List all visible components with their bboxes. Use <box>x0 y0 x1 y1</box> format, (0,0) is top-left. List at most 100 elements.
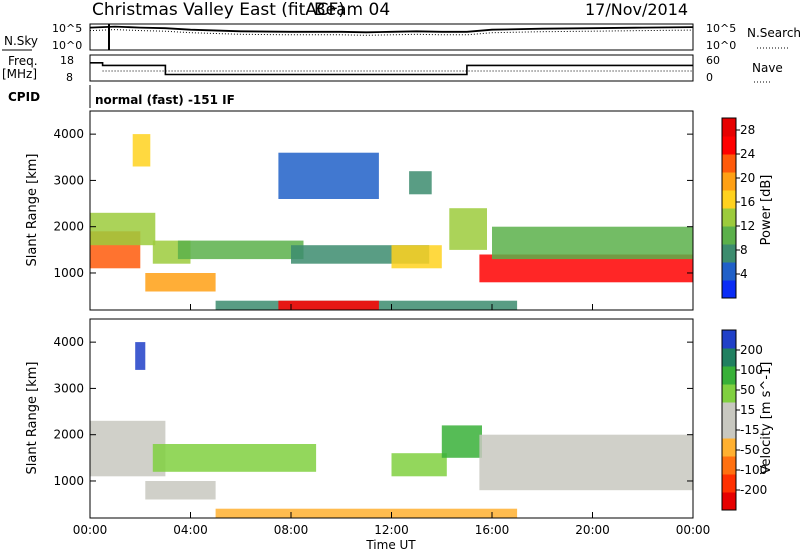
heatmap-cell-1 <box>90 212 156 246</box>
cpid-text: normal (fast) -151 IF <box>95 93 235 107</box>
heatmap-cell-5 <box>441 425 482 458</box>
velocity-y-axis-label: Slant Range [km] <box>25 362 40 475</box>
nave-tick-high: 60 <box>706 54 720 67</box>
cpid-label: CPID <box>8 90 40 104</box>
colorbar-tick-label-5: 24 <box>740 147 755 161</box>
heatmap-cell-14 <box>278 300 379 310</box>
x-tick-label-0: 00:00 <box>73 523 108 537</box>
power-heatmap-cells <box>90 134 693 310</box>
colorbar-swatch-6 <box>722 384 736 403</box>
date-label: 17/Nov/2014 <box>585 0 688 19</box>
velocity-heatmap-cells <box>90 342 693 518</box>
heatmap-cell-5 <box>177 240 304 260</box>
power-colorbar-label: Power [dB] <box>759 175 774 246</box>
freq-label-2: [MHz] <box>2 67 37 81</box>
x-tick-label-2: 08:00 <box>274 523 309 537</box>
noise-panel: N.Sky 10^5 10^0 10^5 10^0 N.Search <box>2 22 800 52</box>
y-tick-label-0: 1000 <box>53 474 84 488</box>
colorbar-tick-label-2: 50 <box>740 383 755 397</box>
velocity-y-ticks: 1000 2000 3000 4000 <box>53 335 693 488</box>
power-y-axis-label: Slant Range [km] <box>25 154 40 267</box>
x-axis-label: Time UT <box>365 538 416 552</box>
freq-panel: Freq. [MHz] 18 8 60 0 Nave <box>2 54 783 84</box>
heatmap-cell-10 <box>449 208 487 250</box>
x-tick-label-5: 20:00 <box>575 523 610 537</box>
colorbar-swatch-8 <box>722 348 736 367</box>
x-tick-label-3: 12:00 <box>374 523 409 537</box>
colorbar-swatch-2 <box>722 244 736 263</box>
colorbar-swatch-7 <box>722 366 736 385</box>
colorbar-frame <box>721 117 737 299</box>
time-x-ticks: 00:00 04:00 08:00 12:00 16:00 20:00 00:00 <box>73 304 711 537</box>
colorbar-tick-label-3: 15 <box>740 403 755 417</box>
colorbar-swatch-2 <box>722 456 736 475</box>
colorbar-swatch-9 <box>722 118 736 137</box>
x-tick-label-4: 16:00 <box>475 523 510 537</box>
nsearch-label: N.Search <box>747 26 800 40</box>
title: Christmas Valley East (fitACF) <box>92 0 345 20</box>
power-y-ticks: 1000 2000 3000 4000 <box>53 127 693 280</box>
freq-label-1: Freq. <box>8 54 38 68</box>
heatmap-cell-12 <box>492 226 693 260</box>
colorbar-swatch-0 <box>722 492 736 511</box>
colorbar-swatch-8 <box>722 136 736 155</box>
y-tick-label-1: 2000 <box>53 220 84 234</box>
nsearch-tick-low: 10^0 <box>706 39 736 52</box>
nsearch-tick-high: 10^5 <box>706 22 736 35</box>
nave-label: Nave <box>752 61 783 75</box>
y-tick-label-0: 1000 <box>53 266 84 280</box>
colorbar-tick-label-4: 20 <box>740 171 755 185</box>
heatmap-cell-11 <box>479 254 693 283</box>
heatmap-cell-7 <box>215 508 518 518</box>
colorbar-tick-label-3: 16 <box>740 195 755 209</box>
colorbar-swatch-0 <box>722 280 736 299</box>
velocity-panel: 1000 2000 3000 4000 Slant Range [km] <box>25 318 694 519</box>
y-tick-label-3: 4000 <box>53 335 84 349</box>
colorbar-tick-label-6: 28 <box>740 123 755 137</box>
colorbar-tick-label-6: -100 <box>740 463 767 477</box>
colorbar-swatch-3 <box>722 226 736 245</box>
colorbar-swatch-7 <box>722 154 736 173</box>
x-tick-label-6: 00:00 <box>676 523 711 537</box>
colorbar-tick-label-5: -50 <box>740 443 760 457</box>
y-tick-label-2: 3000 <box>53 173 84 187</box>
heatmap-cell-4 <box>145 273 216 292</box>
colorbar-swatch-3 <box>722 438 736 457</box>
colorbar-swatch-1 <box>722 262 736 281</box>
beam-label: Beam 04 <box>314 0 390 20</box>
y-tick-label-1: 2000 <box>53 428 84 442</box>
heatmap-cell-3 <box>135 342 146 370</box>
colorbar-tick-label-2: 12 <box>740 219 755 233</box>
freq-tick-low: 8 <box>66 71 73 84</box>
colorbar-swatch-9 <box>722 330 736 349</box>
colorbar-tick-label-0: 4 <box>740 267 748 281</box>
colorbar-frame <box>721 329 737 511</box>
colorbar-swatch-5 <box>722 190 736 209</box>
x-tick-label-1: 04:00 <box>173 523 208 537</box>
colorbar-swatch-4 <box>722 420 736 439</box>
nsky-label: N.Sky <box>4 34 38 48</box>
nsky-tick-high: 10^5 <box>52 22 82 35</box>
colorbar-tick-label-1: 8 <box>740 243 748 257</box>
heatmap-cell-1 <box>152 444 317 472</box>
colorbar-tick-label-1: 100 <box>740 363 763 377</box>
nave-tick-low: 0 <box>706 71 713 84</box>
velocity-colorbar-label: Velocity [m s^-1] <box>759 362 774 475</box>
power-panel: 1000 2000 3000 4000 Slant Range [km] <box>25 110 694 311</box>
heatmap-cell-4 <box>391 453 447 477</box>
power-colorbar: 4 8 12 16 20 24 28 <box>721 117 755 299</box>
heatmap-cell-6 <box>278 152 379 199</box>
noise-panel-frame <box>89 23 694 51</box>
y-tick-label-3: 4000 <box>53 127 84 141</box>
colorbar-swatch-5 <box>722 402 736 421</box>
nsky-series-line <box>89 25 694 34</box>
colorbar-swatch-1 <box>722 474 736 493</box>
freq-panel-frame <box>89 54 694 82</box>
freq-tick-high: 18 <box>60 54 74 67</box>
colorbar-swatch-4 <box>722 208 736 227</box>
colorbar-tick-label-4: -15 <box>740 423 760 437</box>
freq-series-line <box>90 62 693 76</box>
heatmap-cell-7 <box>409 171 432 195</box>
y-tick-label-2: 3000 <box>53 381 84 395</box>
